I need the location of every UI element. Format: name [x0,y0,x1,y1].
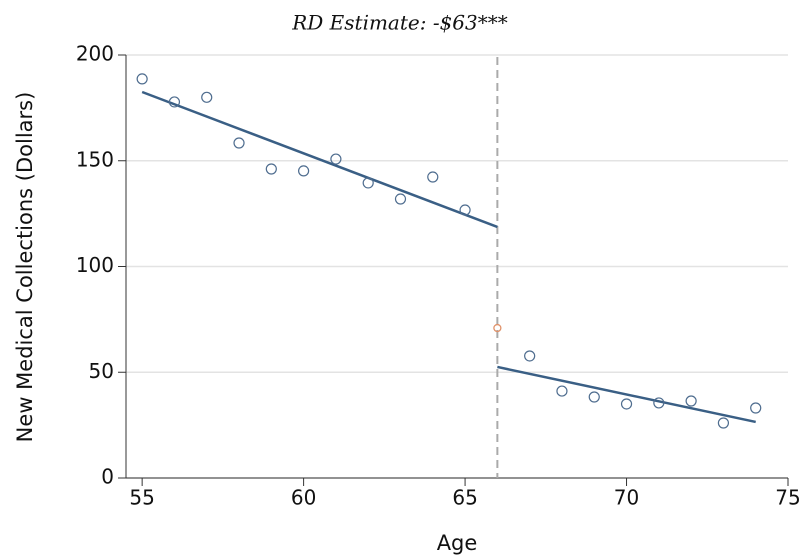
data-point [750,402,762,414]
x-axis-label: Age [437,531,478,555]
y-tick-label: 100 [76,253,114,277]
data-point [394,193,407,205]
y-axis-label: New Medical Collections (Dollars) [13,92,37,443]
y-tick-label: 150 [76,147,114,171]
data-point [168,96,181,108]
data-point [298,165,310,177]
data-point [717,417,730,429]
y-tick-label: 50 [89,359,114,383]
x-tick-label: 75 [775,486,800,510]
x-tick-label: 60 [291,486,316,510]
y-tick-label: 200 [76,42,114,66]
y-tick-label: 0 [101,465,114,489]
data-point [459,204,471,216]
data-point [685,395,697,407]
data-point [330,153,342,165]
fit-line [141,90,498,229]
data-point [201,91,213,103]
chart-title: RD Estimate: -$63*** [291,11,508,35]
data-point [556,385,568,397]
data-point [588,391,600,403]
data-point [427,171,439,183]
data-point [362,177,374,189]
x-tick-label: 65 [452,486,477,510]
data-point [620,398,633,410]
data-point [233,137,245,149]
data-point [136,73,148,85]
data-point [493,323,502,333]
data-point [265,163,277,175]
x-tick-label: 55 [129,486,154,510]
x-tick-label: 70 [614,486,639,510]
data-point [524,350,536,362]
fit-line [497,365,756,424]
data-point [653,397,665,409]
